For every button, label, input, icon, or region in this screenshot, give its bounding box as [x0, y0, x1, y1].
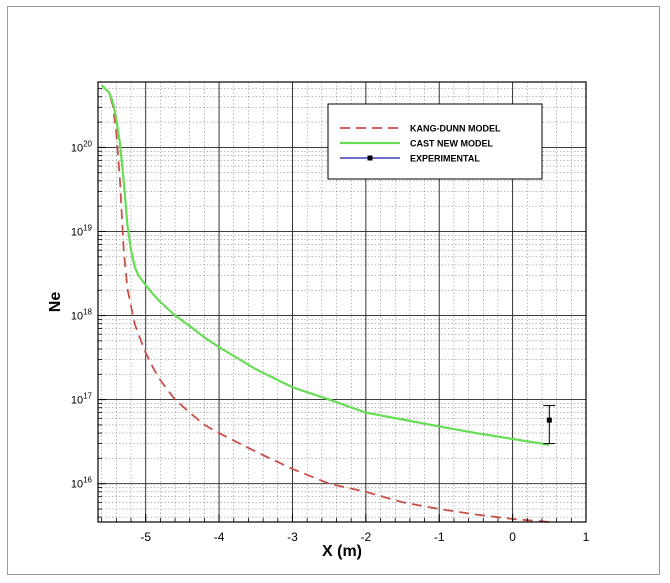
legend-label: CAST NEW MODEL — [410, 139, 493, 149]
kang-dunn-line — [101, 84, 550, 523]
legend: KANG-DUNN MODEL CAST NEW MODEL EXPERIMENTA… — [327, 103, 543, 180]
x-tick-label: 0 — [509, 530, 516, 544]
legend-label: KANG-DUNN MODEL — [410, 124, 501, 134]
y-tick-exponent: 19 — [83, 223, 92, 232]
y-tick-label: 1017 — [71, 392, 93, 407]
y-tick-exponent: 20 — [83, 139, 92, 148]
x-tick-label: -3 — [287, 530, 298, 544]
y-tick-base: 10 — [71, 142, 83, 154]
figure-frame — [7, 6, 660, 575]
legend-label: EXPERIMENTAL — [410, 154, 480, 164]
tick-marks — [98, 81, 587, 522]
legend-marker — [367, 155, 373, 161]
x-axis-label: X (m) — [322, 543, 362, 560]
y-tick-base: 10 — [71, 479, 83, 491]
y-tick-exponent: 18 — [83, 308, 92, 317]
y-tick-label: 1020 — [71, 139, 93, 154]
y-tick-label: 1019 — [71, 223, 93, 238]
x-tick-labels: -5 -4 -3 -2 -1 0 1 — [140, 530, 589, 544]
y-tick-base: 10 — [71, 311, 83, 323]
y-tick-base: 10 — [71, 226, 83, 238]
y-tick-exponent: 17 — [83, 392, 92, 401]
y-tick-base: 10 — [71, 395, 83, 407]
y-axis-label: Ne — [47, 292, 64, 313]
experimental-point — [546, 417, 552, 423]
y-tick-exponent: 16 — [83, 476, 92, 485]
x-tick-label: -5 — [140, 530, 151, 544]
x-tick-label: -2 — [361, 530, 372, 544]
legend-box — [327, 103, 543, 180]
series-layer — [100, 84, 556, 523]
x-tick-label: -1 — [434, 530, 445, 544]
y-tick-label: 1018 — [71, 308, 93, 323]
plot-border — [97, 81, 587, 523]
y-tick-label: 1016 — [71, 476, 93, 491]
x-tick-label: 1 — [583, 530, 590, 544]
cast-new-model-line — [100, 84, 550, 446]
x-tick-label: -4 — [214, 530, 225, 544]
